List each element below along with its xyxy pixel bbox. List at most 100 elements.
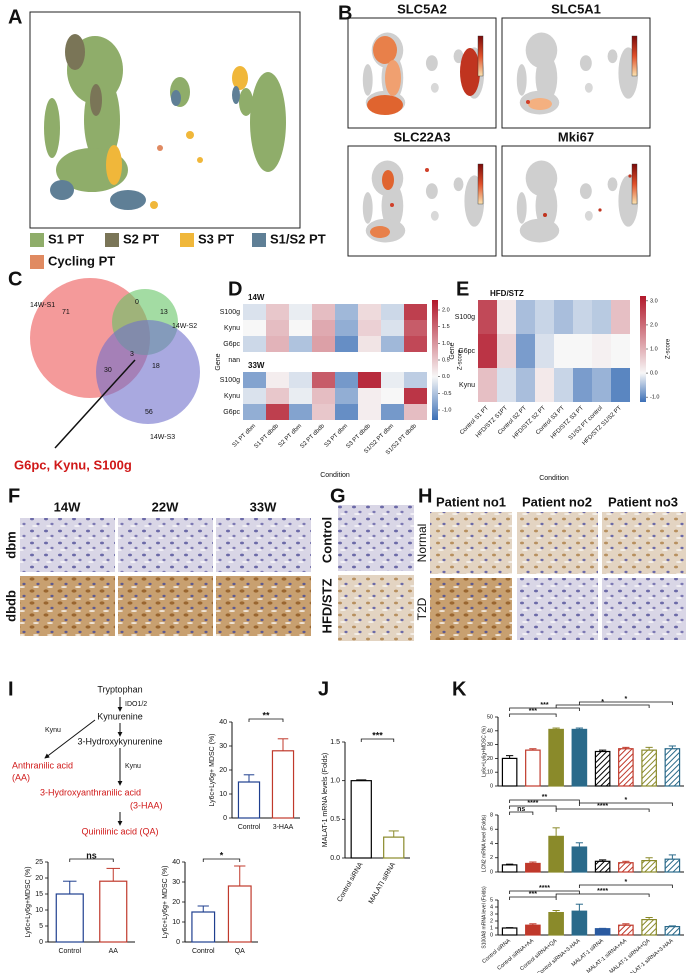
y-axis-title: Gene — [449, 342, 456, 359]
colorbar-tick-label: 2.0 — [442, 307, 450, 313]
heatmap-cell — [611, 334, 630, 368]
pathway-node: Anthranilic acid — [12, 760, 73, 770]
row-label: S100g — [220, 309, 240, 316]
heatmap-cell — [243, 304, 266, 320]
bar — [501, 757, 518, 787]
legend-swatch — [180, 233, 194, 247]
significance-bracket — [248, 718, 284, 722]
colorbar-tick-label: -1.0 — [442, 407, 451, 413]
heatmap-cell — [266, 388, 289, 404]
panel-label: F — [8, 485, 20, 507]
significance-bracket — [509, 713, 557, 717]
heatmap-cell — [243, 336, 266, 352]
y-tick-label: 5 — [490, 897, 493, 903]
heatmap-cell — [381, 304, 404, 320]
heatmap-cell — [312, 388, 335, 404]
venn-count: 18 — [152, 363, 160, 370]
pathway-node: (3-HAA) — [130, 800, 163, 810]
bar — [618, 924, 634, 936]
plot-title: Mki67 — [558, 129, 594, 144]
pathway-node: 3-Hydroxykynurenine — [77, 736, 162, 746]
panel-label: C — [8, 268, 22, 290]
panel-label: J — [318, 678, 329, 700]
row-label: dbdb — [3, 590, 18, 622]
heatmap-cell — [611, 300, 630, 334]
heatmap-cell — [335, 336, 358, 352]
y-tick-label: 30 — [487, 742, 493, 748]
significance-label: * — [601, 699, 604, 706]
venn-count: 0 — [135, 299, 139, 306]
significance-bracket — [202, 858, 241, 862]
colorbar-title: Z-score — [666, 338, 672, 359]
bar — [191, 911, 216, 943]
y-tick-label: 20 — [487, 756, 493, 762]
heatmap-cell — [335, 372, 358, 388]
pathway-enzyme: Kynu — [125, 763, 141, 770]
heatmap-cell — [358, 404, 381, 420]
significance-bracket — [555, 704, 650, 708]
group-label: HFD/STZ — [490, 289, 524, 298]
significance-bracket — [509, 799, 580, 803]
heatmap-cell — [404, 404, 427, 420]
plot-title: SLC22A3 — [393, 129, 450, 144]
y-tick-label: 0 — [490, 869, 493, 875]
bar — [664, 925, 681, 936]
heatmap-cell — [535, 300, 554, 334]
venn-count: 13 — [160, 309, 168, 316]
heatmap-cell — [312, 372, 335, 388]
x-tick-label: AA — [109, 948, 119, 955]
y-tick-label: 0 — [39, 939, 43, 946]
bar — [55, 893, 84, 943]
significance-label: *** — [529, 708, 537, 715]
y-tick-label: 0.0 — [330, 855, 340, 862]
heatmap-cell — [573, 300, 592, 334]
column-label: Patient no2 — [522, 494, 592, 509]
y-axis-title: Ly6c+Ly6g+MDSC (%) — [25, 866, 32, 937]
significance-bracket — [555, 893, 650, 897]
heatmap-cell — [266, 320, 289, 336]
heatmap-cell — [573, 368, 592, 402]
heatmap-cell — [497, 368, 516, 402]
column-label: 33W — [250, 499, 277, 514]
y-axis-title: Gene — [215, 353, 222, 370]
heatmap-cell — [335, 404, 358, 420]
colorbar — [640, 296, 646, 402]
bar — [99, 880, 128, 943]
legend-label: Cycling PT — [48, 253, 115, 268]
heatmap-cell — [335, 388, 358, 404]
colorbar-tick-label: -0.5 — [442, 391, 451, 397]
bar — [618, 862, 634, 873]
panel-label: D — [228, 278, 242, 300]
heatmap-cell — [381, 404, 404, 420]
heatmap-cell — [335, 304, 358, 320]
legend-swatch — [30, 233, 44, 247]
y-tick-label: 3 — [490, 911, 493, 917]
significance-label: ns — [517, 806, 525, 813]
bar — [525, 749, 541, 787]
bar — [641, 918, 657, 936]
row-label: nan — [228, 357, 240, 364]
heatmap-cell — [404, 304, 427, 320]
colorbar-tick-label: 1.5 — [442, 324, 450, 330]
pathway-node: Quinilinic acid (QA) — [81, 826, 158, 836]
feature-plots — [347, 17, 651, 257]
plot-title: SLC5A2 — [397, 1, 447, 16]
bar — [383, 836, 405, 859]
significance-bracket — [509, 805, 557, 809]
significance-label: *** — [540, 702, 548, 709]
pathway-enzyme: IDO1/2 — [125, 701, 147, 708]
significance-label: **** — [597, 888, 608, 895]
row-label: Kynu — [224, 393, 240, 400]
y-tick-label: 2 — [490, 918, 493, 924]
venn-set: 14W-S3 — [150, 434, 175, 441]
venn-set: 14W-S2 — [172, 323, 197, 330]
significance-bracket — [578, 701, 673, 705]
venn-count: 3 — [130, 351, 134, 358]
y-tick-label: 1 — [490, 925, 493, 931]
x-tick-label: 3-HAA — [273, 824, 294, 831]
venn-count: 56 — [145, 409, 153, 416]
heatmap-cell — [516, 368, 535, 402]
heatmap-cell — [592, 300, 611, 334]
y-tick-label: 10 — [219, 791, 227, 798]
y-tick-label: 20 — [35, 875, 43, 882]
